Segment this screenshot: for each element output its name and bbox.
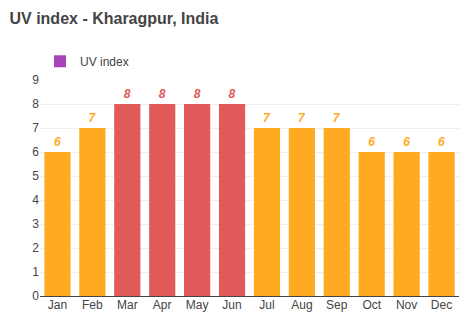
svg-text:Nov: Nov [396,298,417,312]
svg-text:Jun: Jun [222,298,241,312]
svg-text:May: May [186,298,209,312]
svg-text:Jul: Jul [259,298,274,312]
svg-text:Feb: Feb [82,298,103,312]
svg-text:6: 6 [32,145,39,159]
svg-text:7: 7 [88,111,96,125]
svg-text:Sep: Sep [326,298,348,312]
svg-text:Mar: Mar [117,298,138,312]
svg-text:6: 6 [403,135,410,149]
svg-text:6: 6 [438,135,445,149]
svg-text:UV index - Kharagpur, India: UV index - Kharagpur, India [9,10,218,27]
svg-text:2: 2 [32,241,39,255]
svg-text:Apr: Apr [153,298,172,312]
svg-text:8: 8 [229,87,236,101]
svg-text:7: 7 [298,111,306,125]
svg-text:7: 7 [32,121,39,135]
svg-text:8: 8 [32,97,39,111]
svg-text:Aug: Aug [291,298,312,312]
svg-text:Dec: Dec [431,298,452,312]
svg-text:8: 8 [124,87,131,101]
svg-text:8: 8 [159,87,166,101]
svg-text:9: 9 [32,73,39,87]
svg-text:Jan: Jan [48,298,67,312]
svg-text:6: 6 [54,135,61,149]
svg-text:8: 8 [194,87,201,101]
svg-text:5: 5 [32,169,39,183]
svg-text:7: 7 [263,111,271,125]
svg-text:7: 7 [333,111,341,125]
svg-text:6: 6 [368,135,375,149]
svg-text:UV index: UV index [80,55,129,69]
svg-text:3: 3 [32,217,39,231]
svg-text:1: 1 [32,265,39,279]
svg-text:Oct: Oct [362,298,381,312]
svg-text:4: 4 [32,193,39,207]
svg-text:0: 0 [32,289,39,303]
